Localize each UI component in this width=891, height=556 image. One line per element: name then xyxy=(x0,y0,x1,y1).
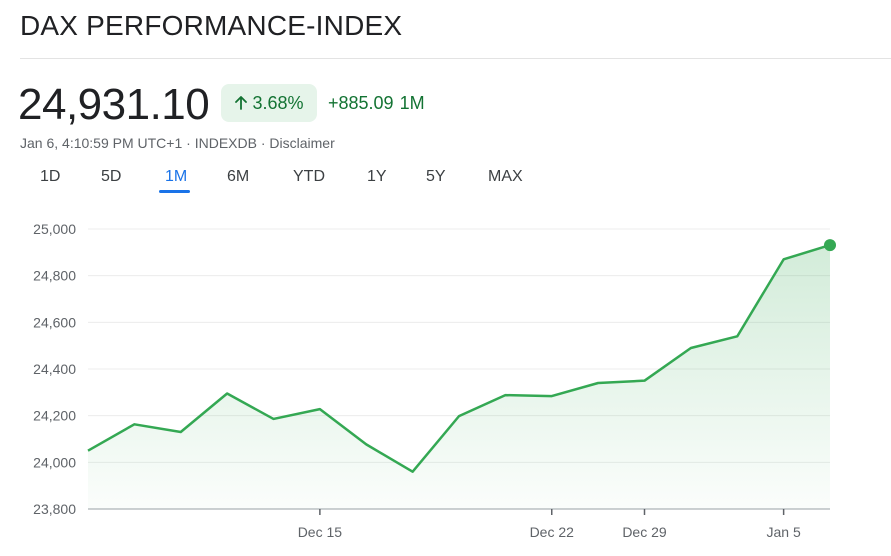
tab-5d[interactable]: 5D xyxy=(101,168,122,185)
latest-price-dot xyxy=(824,239,836,252)
tab-ytd[interactable]: YTD xyxy=(293,168,325,185)
y-tick-label: 24,400 xyxy=(33,361,76,377)
y-tick-label: 24,600 xyxy=(33,314,76,330)
data-source: INDEXDB xyxy=(194,135,257,151)
active-tab-indicator xyxy=(159,190,190,193)
tab-1d[interactable]: 1D xyxy=(40,168,61,185)
disclaimer-link[interactable]: Disclaimer xyxy=(269,135,335,151)
y-tick-label: 24,800 xyxy=(33,268,76,284)
arrow-up-icon xyxy=(235,96,248,110)
change-period: 1M xyxy=(399,93,425,113)
x-tick-label: Jan 5 xyxy=(767,524,801,540)
tab-6m[interactable]: 6M xyxy=(227,168,250,185)
absolute-change-value: +885.09 xyxy=(328,93,394,113)
tab-1y[interactable]: 1Y xyxy=(367,168,387,185)
quote-timestamp: Jan 6, 4:10:59 PM UTC+1 xyxy=(20,135,183,151)
percent-change-badge: 3.68% xyxy=(221,84,317,122)
price-area-fill xyxy=(88,245,830,509)
index-title: DAX PERFORMANCE-INDEX xyxy=(20,10,403,41)
price-chart: 25,000 24,800 24,600 24,400 24,200 24,000 23,8… xyxy=(33,221,836,540)
tab-max[interactable]: MAX xyxy=(488,168,523,185)
tab-5y[interactable]: 5Y xyxy=(426,168,446,185)
x-tick-label: Dec 15 xyxy=(298,524,343,540)
tab-1m[interactable]: 1M xyxy=(165,168,188,185)
x-tick-label: Dec 29 xyxy=(622,524,667,540)
y-tick-label: 23,800 xyxy=(33,501,76,517)
y-tick-label: 25,000 xyxy=(33,221,76,237)
absolute-change: +885.09 1M xyxy=(328,93,431,114)
y-tick-label: 24,000 xyxy=(33,454,76,470)
percent-change-value: 3.68% xyxy=(252,92,304,113)
quote-meta: Jan 6, 4:10:59 PM UTC+1 · INDEXDB · Disc… xyxy=(20,135,335,151)
header-divider xyxy=(20,58,891,59)
y-tick-label: 24,200 xyxy=(33,408,76,424)
x-tick-label: Dec 22 xyxy=(530,524,575,540)
meta-separator: · xyxy=(256,135,270,151)
current-price: 24,931.10 xyxy=(18,80,210,129)
meta-separator: · xyxy=(182,135,195,151)
price-line xyxy=(87,243,831,473)
